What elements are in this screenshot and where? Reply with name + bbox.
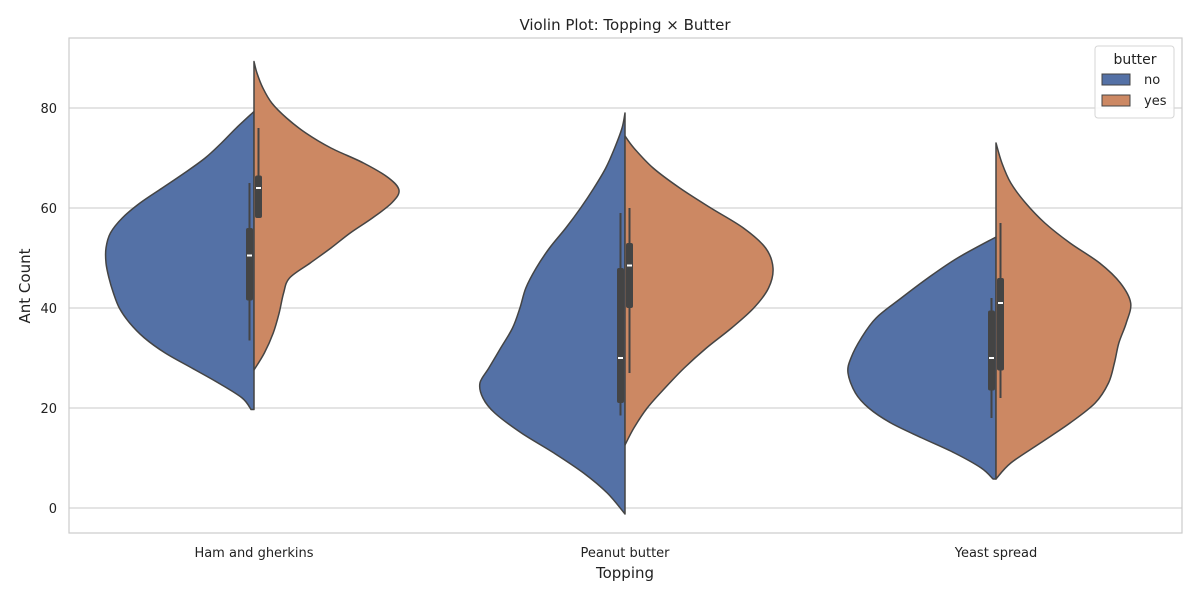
y-tick-label: 0 — [49, 502, 57, 517]
violin-half-yes — [624, 135, 774, 446]
legend-swatch-no — [1101, 73, 1131, 86]
y-tick-label: 20 — [40, 402, 57, 417]
chart-title: Violin Plot: Topping × Butter — [519, 16, 731, 34]
x-tick-label: Peanut butter — [580, 546, 670, 561]
legend-label-no: no — [1144, 73, 1160, 88]
y-axis-label: Ant Count — [16, 248, 34, 323]
y-tick-label: 40 — [40, 302, 57, 317]
x-tick-label: Ham and gherkins — [194, 546, 313, 561]
plot-frame — [68, 37, 1183, 534]
violin-half-no — [478, 112, 626, 515]
violin-half-yes — [995, 142, 1132, 480]
legend-swatch-yes — [1101, 94, 1131, 107]
iqr-box — [617, 268, 624, 403]
x-tick-label: Yeast spread — [954, 546, 1037, 561]
y-tick-labels: 0 20 40 60 80 — [40, 102, 57, 517]
legend-items: no yes — [1101, 73, 1167, 109]
violin-half-no — [104, 110, 255, 411]
y-tick-label: 60 — [40, 202, 57, 217]
violins — [104, 60, 1132, 515]
inner-boxes — [246, 128, 1004, 418]
iqr-box — [988, 310, 995, 391]
x-axis-label: Topping — [595, 564, 654, 582]
iqr-box — [255, 175, 262, 218]
iqr-box — [997, 278, 1004, 371]
y-tick-label: 80 — [40, 102, 57, 117]
legend-title: butter — [1113, 52, 1156, 68]
violin-half-yes — [253, 60, 400, 371]
iqr-box — [246, 228, 253, 301]
violin-half-no — [847, 236, 997, 480]
iqr-box — [626, 243, 633, 308]
legend-label-yes: yes — [1144, 94, 1167, 109]
legend: butter no yes — [1094, 45, 1175, 119]
x-tick-labels: Ham and gherkins Peanut butter Yeast sprea… — [194, 546, 1037, 561]
